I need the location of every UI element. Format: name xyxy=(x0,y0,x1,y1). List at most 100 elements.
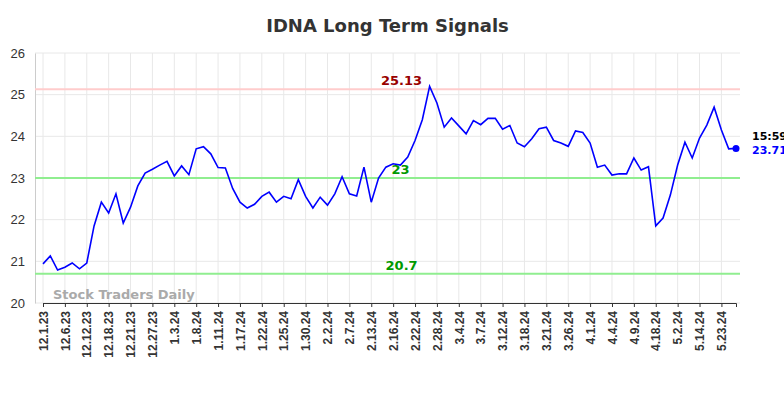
tick-label: 4.4.24 xyxy=(606,311,620,345)
tick-mark xyxy=(349,303,350,307)
tick-mark xyxy=(700,303,701,307)
tick: 25 xyxy=(11,87,35,102)
tick-label: 4.9.24 xyxy=(628,311,642,345)
tick-label: 4.18.24 xyxy=(649,311,663,351)
tick-mark xyxy=(196,303,197,307)
x-axis: 12.1.23 12.6.23 12.12.23 12.18.23 12.21.23 12… xyxy=(37,303,737,358)
tick: 12.1.23 xyxy=(37,303,51,351)
tick-mark xyxy=(393,303,394,307)
tick-mark xyxy=(721,303,722,307)
tick-label: 23 xyxy=(11,171,25,186)
tick-label: 3.21.24 xyxy=(540,311,554,351)
tick-label: 2.2.24 xyxy=(321,311,335,345)
tick-mark xyxy=(109,303,110,307)
tick: 21 xyxy=(11,254,35,269)
tick: 12.21.23 xyxy=(124,303,138,358)
axis-line xyxy=(44,304,737,308)
tick: 3.21.24 xyxy=(540,303,554,351)
tick-label: 1.17.24 xyxy=(234,311,248,351)
tick-mark xyxy=(152,303,153,307)
tick-label: 12.12.23 xyxy=(80,311,94,358)
tick-label: 2.22.24 xyxy=(409,311,423,351)
tick-mark xyxy=(87,303,88,307)
tick-mark xyxy=(371,303,372,307)
tick-mark xyxy=(43,303,44,307)
tick-label: 4.1.24 xyxy=(584,311,598,345)
price-line xyxy=(43,86,736,270)
tick-mark xyxy=(524,303,525,307)
tick: 1.22.24 xyxy=(256,303,270,351)
tick-label: 1.22.24 xyxy=(256,311,270,351)
tick-label: 3.26.24 xyxy=(562,311,576,351)
tick-mark xyxy=(65,303,66,307)
tick-mark xyxy=(546,303,547,307)
tick: 2.13.24 xyxy=(365,303,379,351)
tick: 1.30.24 xyxy=(299,303,313,351)
plot-area xyxy=(35,86,740,274)
tick-mark xyxy=(131,303,132,307)
tick-mark xyxy=(306,303,307,307)
tick-label: 3.12.24 xyxy=(496,311,510,351)
tick: 2.2.24 xyxy=(321,303,335,344)
tick-label: 25 xyxy=(11,87,25,102)
reference-label: 25.13 xyxy=(381,73,422,88)
tick: 2.7.24 xyxy=(343,303,357,344)
tick-mark xyxy=(503,303,504,307)
tick: 22 xyxy=(11,212,35,227)
tick-label: 2.16.24 xyxy=(387,311,401,351)
tick: 20 xyxy=(11,296,35,311)
tick-label: 21 xyxy=(11,254,25,269)
tick: 26 xyxy=(11,46,35,61)
tick: 1.25.24 xyxy=(277,303,291,351)
tick: 12.27.23 xyxy=(146,303,160,358)
grid-line xyxy=(35,178,740,179)
reference-label: 23 xyxy=(391,162,409,177)
tick-label: 24 xyxy=(11,129,25,144)
tick: 3.7.24 xyxy=(474,303,488,344)
tick-mark xyxy=(481,303,482,307)
tick-mark xyxy=(437,303,438,307)
reference-label: 20.7 xyxy=(386,258,418,273)
tick: 24 xyxy=(11,129,35,144)
tick: 12.6.23 xyxy=(59,303,73,351)
tick-label: 26 xyxy=(11,46,25,61)
tick-mark xyxy=(568,303,569,307)
tick: 5.2.24 xyxy=(671,303,685,344)
tick: 1.17.24 xyxy=(234,303,248,351)
tick-mark xyxy=(634,303,635,307)
tick-label: 3.7.24 xyxy=(474,311,488,345)
reference-line xyxy=(35,177,740,179)
tick: 5.14.24 xyxy=(693,303,707,351)
tick-label: 5.14.24 xyxy=(693,311,707,351)
tick-mark xyxy=(612,303,613,307)
tick-label: 1.3.24 xyxy=(168,311,182,345)
tick-label: 2.7.24 xyxy=(343,311,357,345)
tick-label: 12.6.23 xyxy=(59,311,73,351)
tick: 2.28.24 xyxy=(431,303,445,351)
tick: 23 xyxy=(11,171,35,186)
tick-label: 12.21.23 xyxy=(124,311,138,358)
tick-label: 5.23.24 xyxy=(715,311,729,351)
tick: 4.4.24 xyxy=(606,303,620,344)
reference-line xyxy=(35,273,740,275)
tick: 2.22.24 xyxy=(409,303,423,351)
tick: 1.3.24 xyxy=(168,303,182,344)
tick: 2.16.24 xyxy=(387,303,401,351)
tick: 4.18.24 xyxy=(649,303,663,351)
title: IDNA Long Term Signals xyxy=(266,15,509,36)
tick: 4.1.24 xyxy=(584,303,598,344)
tick: 3.12.24 xyxy=(496,303,510,351)
tick-label: 1.30.24 xyxy=(299,311,313,351)
tick: 4.9.24 xyxy=(628,303,642,344)
tick-label: 3.4.24 xyxy=(453,311,467,345)
tick-label: 12.27.23 xyxy=(146,311,160,358)
tick-label: 1.11.24 xyxy=(212,311,226,351)
tick-label: 12.18.23 xyxy=(102,311,116,358)
tick: 5.23.24 xyxy=(715,303,729,351)
tick-mark xyxy=(590,303,591,307)
tick-mark xyxy=(656,303,657,307)
tick: 1.11.24 xyxy=(212,303,226,350)
tick-mark xyxy=(174,303,175,307)
reference-line xyxy=(35,88,740,90)
watermark: Stock Traders Daily xyxy=(53,287,195,302)
